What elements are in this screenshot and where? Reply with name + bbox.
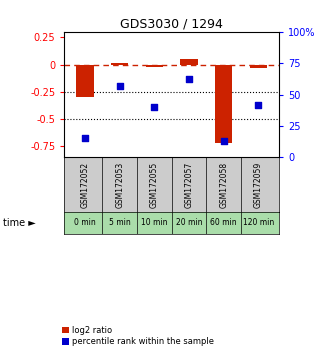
Point xyxy=(221,138,226,144)
Bar xyxy=(111,63,128,64)
Point xyxy=(256,102,261,107)
Text: 10 min: 10 min xyxy=(141,218,168,228)
Bar xyxy=(215,64,232,143)
Legend: log2 ratio, percentile rank within the sample: log2 ratio, percentile rank within the s… xyxy=(62,326,214,346)
Text: time ►: time ► xyxy=(3,218,36,228)
Point xyxy=(82,136,88,141)
Text: GSM172058: GSM172058 xyxy=(219,162,228,208)
Text: GSM172057: GSM172057 xyxy=(185,162,194,208)
Text: GSM172052: GSM172052 xyxy=(81,162,90,208)
Text: GSM172059: GSM172059 xyxy=(254,162,263,208)
Bar xyxy=(180,59,198,64)
Point xyxy=(152,104,157,110)
Text: GSM172055: GSM172055 xyxy=(150,162,159,208)
Title: GDS3030 / 1294: GDS3030 / 1294 xyxy=(120,18,223,31)
Text: 60 min: 60 min xyxy=(211,218,237,228)
Point xyxy=(117,83,122,88)
Text: 0 min: 0 min xyxy=(74,218,96,228)
Text: 120 min: 120 min xyxy=(243,218,274,228)
Bar xyxy=(250,64,267,68)
Text: GSM172053: GSM172053 xyxy=(115,162,124,208)
Text: 20 min: 20 min xyxy=(176,218,202,228)
Bar xyxy=(76,64,94,97)
Bar xyxy=(146,64,163,67)
Point xyxy=(187,77,192,82)
Text: 5 min: 5 min xyxy=(109,218,131,228)
